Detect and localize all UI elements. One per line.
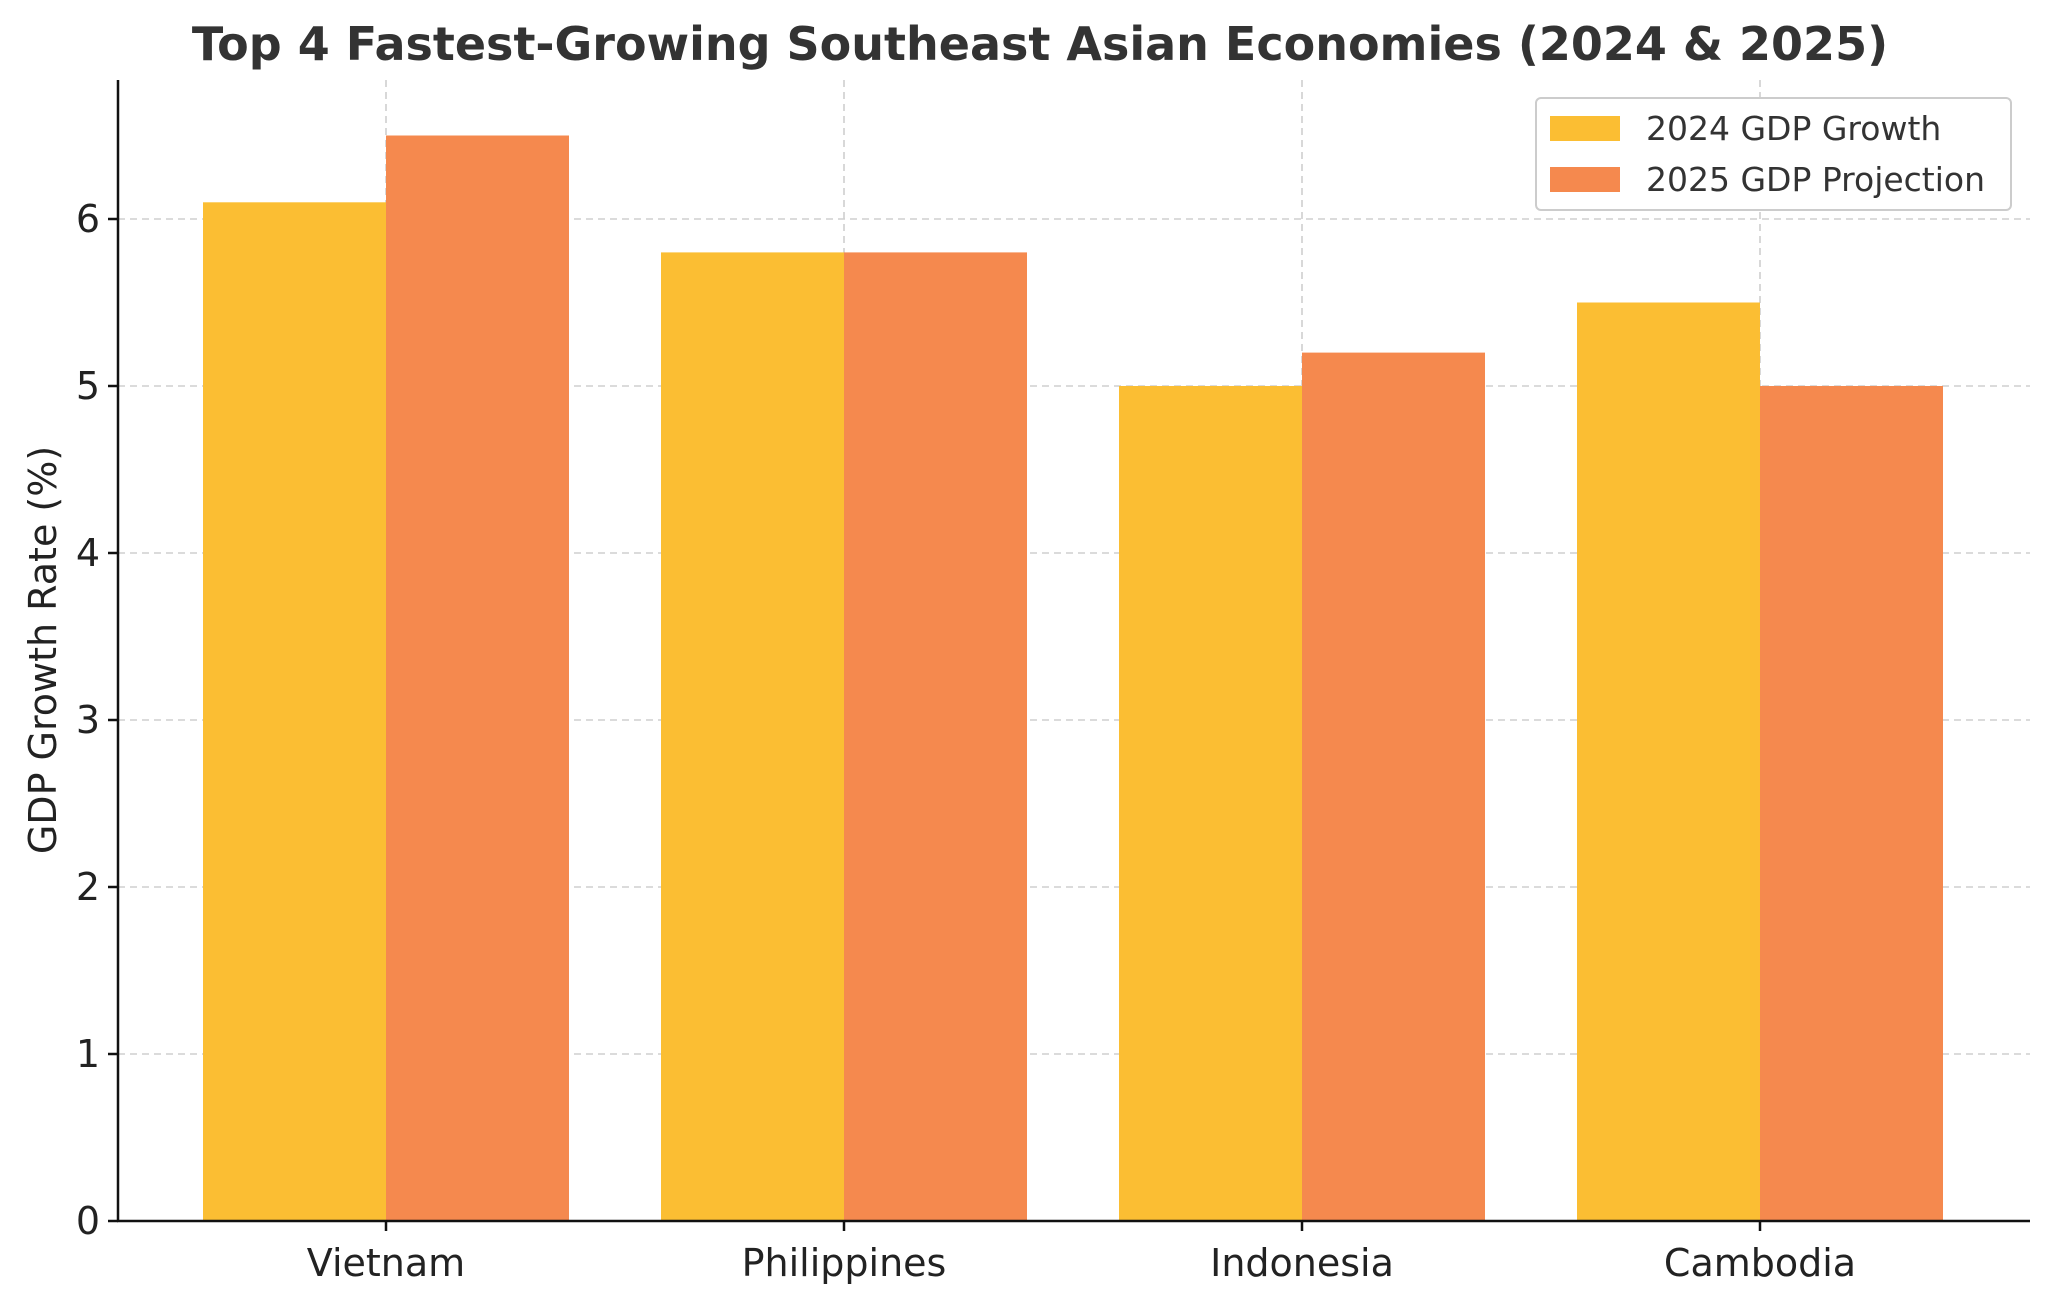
x-tick-label-cambodia: Cambodia: [1664, 1241, 1856, 1285]
y-tick-label: 4: [76, 531, 100, 575]
bar-cambodia-2025: [1760, 386, 1943, 1221]
y-tick-label: 0: [76, 1199, 100, 1243]
bar-vietnam-2024: [203, 202, 386, 1222]
axes: [116, 80, 2030, 1223]
chart-title: Top 4 Fastest-Growing Southeast Asian Ec…: [192, 17, 1888, 71]
x-tick-label-vietnam: Vietnam: [307, 1241, 465, 1285]
legend-label-2025: 2025 GDP Projection: [1646, 160, 1985, 199]
bar-indonesia-2025: [1302, 352, 1485, 1222]
x-tick-label-philippines: Philippines: [742, 1241, 947, 1285]
legend-swatch-2025: [1550, 167, 1620, 192]
bar-vietnam-2025: [386, 135, 569, 1221]
x-tick-label-indonesia: Indonesia: [1210, 1241, 1394, 1285]
legend: 2024 GDP Growth 2025 GDP Projection: [1535, 97, 2012, 211]
y-axis-label: GDP Growth Rate (%): [21, 446, 65, 854]
y-tick-label: 1: [76, 1032, 100, 1076]
y-tick-label: 3: [76, 698, 100, 742]
y-ticks: 0 1 2 3 4 5 6: [76, 197, 118, 1243]
bar-cambodia-2024: [1577, 302, 1760, 1221]
legend-label-2024: 2024 GDP Growth: [1646, 109, 1941, 148]
legend-swatch-2024: [1550, 116, 1620, 141]
bar-philippines-2025: [844, 252, 1027, 1221]
bar-philippines-2024: [661, 252, 844, 1221]
bar-indonesia-2024: [1119, 386, 1302, 1221]
x-ticks: Vietnam Philippines Indonesia Cambodia: [307, 1221, 1856, 1285]
y-tick-label: 5: [76, 364, 100, 408]
y-tick-label: 6: [76, 197, 100, 241]
bars: [203, 135, 1943, 1222]
legend-box: [1535, 97, 2012, 211]
y-tick-label: 2: [76, 865, 100, 909]
